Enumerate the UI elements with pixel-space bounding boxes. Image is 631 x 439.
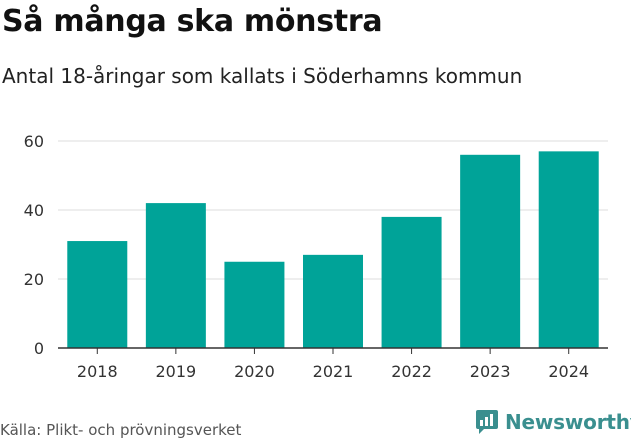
y-tick-label: 40 (24, 201, 44, 220)
brand-name: Newsworthy (505, 410, 631, 434)
newsworthy-chart-icon (476, 410, 498, 434)
bar-2018 (67, 241, 128, 348)
x-tick-label-2024: 2024 (548, 362, 589, 381)
bar-2024 (538, 151, 599, 348)
x-tick-label-2019: 2019 (155, 362, 196, 381)
bar-2019 (145, 203, 206, 348)
y-tick-label: 0 (34, 339, 44, 358)
x-axis-ticks: 2018 2019 2020 2021 2022 2023 2024 (58, 347, 608, 381)
x-tick-label-2022: 2022 (391, 362, 432, 381)
y-tick-label: 20 (24, 270, 44, 289)
y-tick-label: 60 (24, 132, 44, 151)
chart-title: Så många ska mönstra (2, 4, 383, 39)
x-tick-label-2020: 2020 (234, 362, 275, 381)
x-tick-label-2018: 2018 (77, 362, 118, 381)
chart-subtitle: Antal 18-åringar som kallats i Söderhamn… (2, 64, 523, 88)
brand-logo: Newsworthy (475, 407, 631, 437)
x-tick-label-2021: 2021 (313, 362, 354, 381)
bar-2022 (381, 216, 442, 348)
source-note: Källa: Plikt- och prövningsverket (0, 421, 242, 439)
bar-2020 (224, 261, 285, 348)
bars (67, 151, 599, 348)
bar-2021 (303, 254, 363, 348)
bar-2023 (460, 154, 521, 348)
y-axis-ticks: 0 20 40 60 (24, 132, 44, 358)
x-tick-label-2023: 2023 (470, 362, 511, 381)
